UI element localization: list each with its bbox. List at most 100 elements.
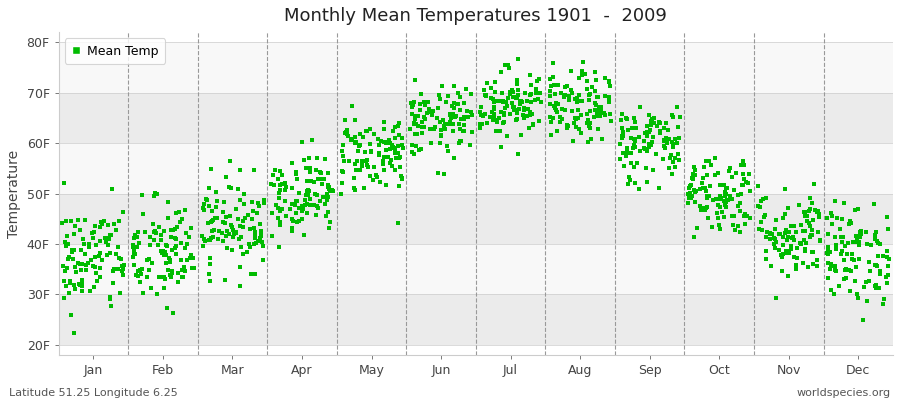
Point (204, 235, 219, 241)
Point (590, 108, 604, 114)
Point (544, 118, 559, 125)
Point (591, 126, 606, 132)
Point (225, 246, 239, 253)
Point (509, 94, 524, 100)
Point (488, 89, 502, 96)
Point (813, 238, 827, 244)
Point (410, 113, 425, 119)
Point (342, 158, 356, 164)
Point (852, 239, 867, 246)
Point (560, 122, 574, 128)
Point (696, 184, 710, 191)
Point (512, 101, 526, 107)
Point (827, 198, 842, 204)
Point (623, 177, 637, 183)
Point (425, 112, 439, 118)
Point (338, 130, 353, 136)
Point (178, 245, 193, 251)
Point (757, 214, 771, 220)
Point (509, 76, 524, 83)
Point (484, 109, 499, 115)
Y-axis label: Temperature: Temperature (7, 150, 21, 238)
Point (297, 157, 311, 163)
Point (71, 217, 86, 223)
Point (164, 227, 178, 233)
Point (619, 116, 634, 122)
Point (202, 203, 217, 210)
Point (770, 217, 784, 223)
Point (835, 239, 850, 246)
Point (755, 226, 770, 233)
Point (554, 114, 568, 121)
Point (376, 160, 391, 167)
Point (645, 166, 660, 173)
Point (590, 101, 604, 108)
Point (205, 217, 220, 223)
Point (518, 105, 532, 111)
Point (62, 253, 77, 260)
Point (435, 83, 449, 90)
Point (476, 113, 491, 119)
Point (868, 284, 883, 291)
Point (533, 90, 547, 96)
Point (809, 257, 824, 263)
Point (254, 230, 268, 236)
Point (248, 270, 263, 277)
Point (464, 141, 478, 148)
Point (148, 229, 163, 236)
Point (175, 216, 189, 222)
Point (290, 176, 304, 183)
Point (640, 123, 654, 130)
Point (216, 218, 230, 225)
Point (391, 150, 405, 156)
Point (320, 194, 335, 200)
Point (624, 159, 638, 166)
Point (543, 88, 557, 94)
Point (772, 247, 787, 253)
Point (404, 149, 419, 156)
Point (391, 123, 405, 130)
Point (860, 298, 875, 304)
Point (106, 280, 121, 286)
Point (452, 120, 466, 127)
Point (646, 120, 661, 126)
Point (867, 201, 881, 208)
Point (613, 117, 627, 123)
Point (391, 143, 405, 150)
Point (500, 94, 515, 101)
Point (852, 242, 867, 248)
Point (620, 148, 634, 155)
Point (472, 124, 487, 131)
Point (250, 200, 265, 206)
Point (848, 278, 862, 285)
Point (689, 224, 704, 231)
Point (803, 222, 817, 229)
Point (455, 128, 470, 134)
Point (664, 151, 679, 158)
Point (699, 205, 714, 211)
Point (698, 187, 713, 194)
Point (652, 185, 667, 192)
Point (234, 244, 248, 250)
Point (689, 188, 704, 194)
Point (778, 186, 792, 192)
Point (447, 83, 462, 89)
Bar (58, 294, 893, 345)
Point (720, 185, 734, 192)
Point (840, 251, 854, 257)
Point (64, 218, 78, 224)
Point (138, 229, 152, 235)
Point (314, 170, 328, 176)
Point (644, 122, 658, 128)
Point (494, 144, 508, 150)
Point (808, 207, 823, 213)
Point (868, 232, 883, 238)
Point (496, 120, 510, 127)
Point (125, 254, 140, 260)
Point (583, 108, 598, 114)
Point (837, 276, 851, 282)
Point (254, 233, 268, 240)
Point (419, 110, 434, 116)
Point (735, 171, 750, 177)
Point (274, 206, 289, 212)
